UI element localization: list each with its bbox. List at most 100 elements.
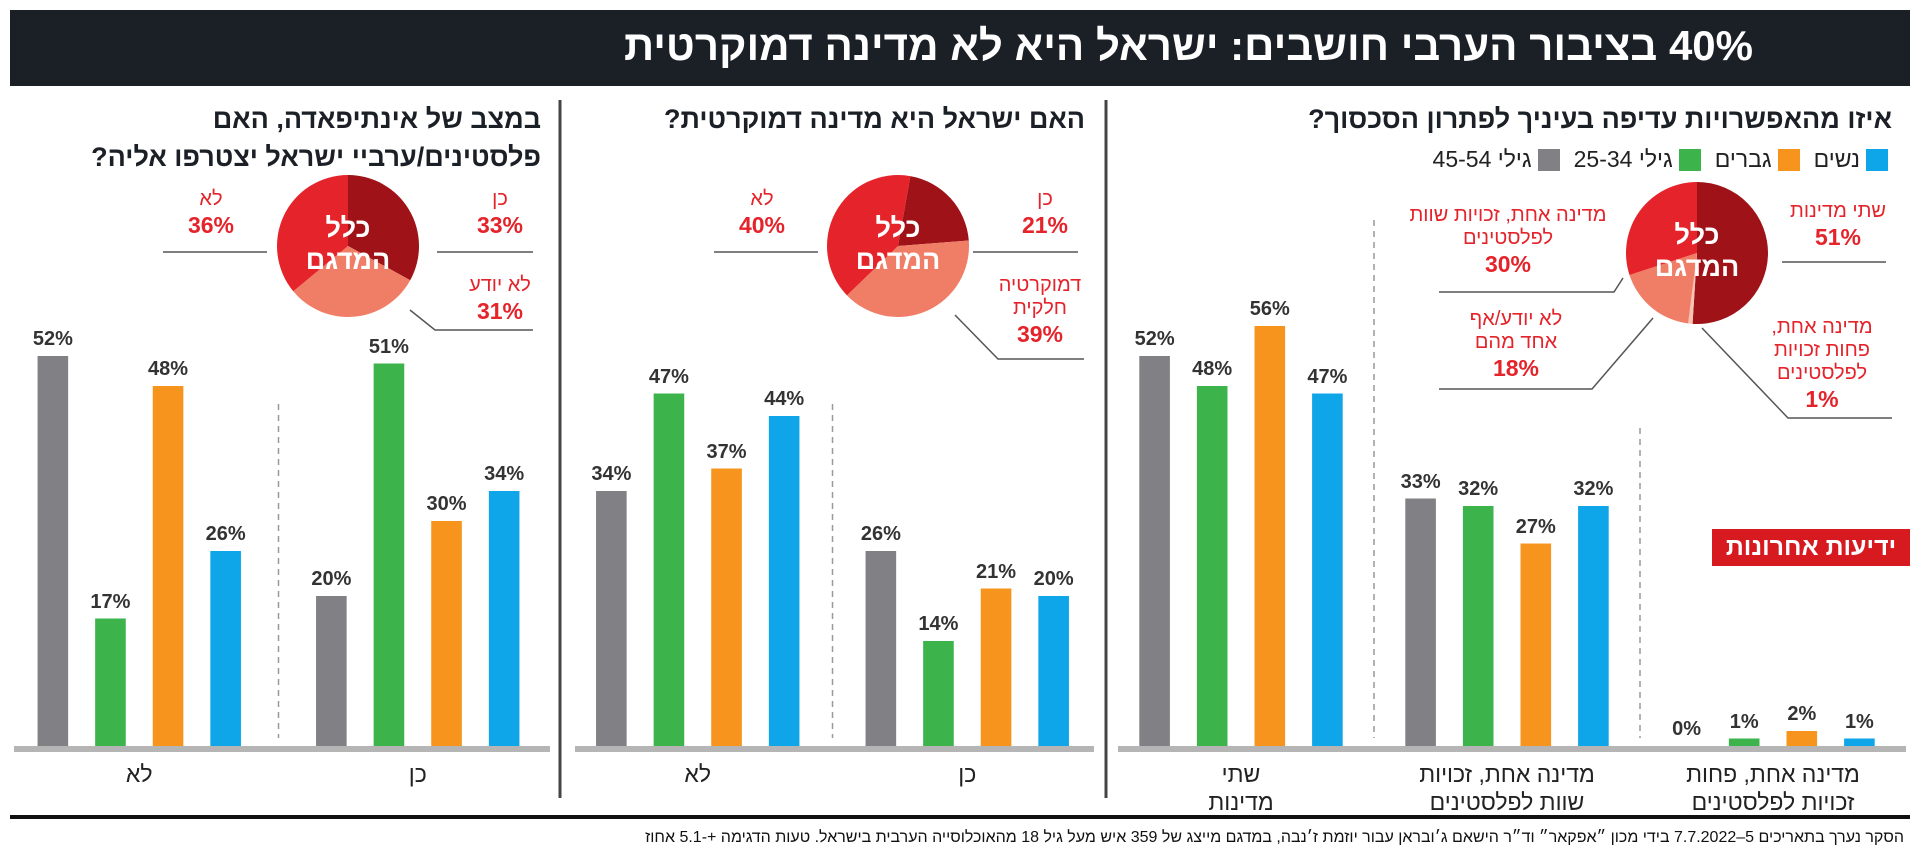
pie-slice [276,175,348,292]
bar-value-label: 30% [426,493,467,515]
pie-slice [1626,182,1697,275]
legend-swatch [1777,148,1800,171]
pie-slice [826,174,911,296]
bar [1312,393,1343,746]
bar [1038,596,1069,746]
bar-value-label: 1% [1729,710,1759,733]
bar-value-label: 56% [1249,298,1290,320]
bar-value-label: 48% [1192,358,1233,380]
pie-slice-name: לא [750,188,774,210]
bar [980,588,1012,746]
title-bar: 40% בציבור הערבי חושבים: ישראל היא לא מד… [10,10,1910,86]
bar [210,551,241,746]
pie-slice-value: 39% [1016,321,1064,347]
bar [1578,506,1609,746]
chart-title: איזו מהאפשרויות עדיפה בעיניך לפתרון הסכס… [1308,104,1892,134]
bar [488,491,520,746]
bar [711,468,742,746]
pie-label: מדינה אחת, פחות זכויות לפלסטינים 1% [1762,316,1882,413]
bar [95,618,126,746]
bar-value-label: 47% [648,365,689,388]
legend-swatch [1537,148,1560,171]
legend-item: גילי 45-54 [1433,146,1560,173]
bar [1405,498,1436,746]
bar [1462,506,1494,746]
pie-label: לא יודע 31% [450,274,550,325]
bar-value-label: 0% [1672,718,1702,740]
bar [653,393,685,746]
bar-value-label: 20% [311,568,352,590]
pie-slice-name: כן [1037,188,1053,210]
legend-label: גברים [1714,146,1772,172]
pie-slice-value: 40% [738,212,786,238]
pie-slice-name: כן [492,188,508,210]
pie-label: דמוקרטיה חלקית 39% [985,274,1095,348]
pie-slice-value: 33% [476,212,524,238]
bar-value-label: 37% [706,440,747,463]
pie-slice-value: 30% [1484,251,1532,277]
bar-value-label: 32% [1458,478,1499,500]
bar [1844,738,1875,746]
bar [1728,738,1760,746]
legend-label: גילי 25-34 [1573,146,1673,172]
leader-line [409,309,533,331]
bar-value-label: 44% [764,388,805,410]
main-title: 40% בציבור הערבי חושבים: ישראל היא לא מד… [623,22,1753,69]
legend-item: נשים [1814,146,1888,173]
pie-slice-value: 18% [1492,355,1540,381]
bar-value-label: 33% [1400,470,1441,493]
pie-slice-name: לא [199,188,223,210]
pie-slice [1688,253,1697,324]
bar [152,386,184,746]
bar-value-label: 52% [1134,328,1175,350]
pie-label: שתי מדינות 51% [1778,200,1898,251]
leader-line [1439,277,1624,293]
bar-value-label: 51% [368,335,409,358]
pie-slice-value: 31% [476,298,524,324]
category-label: מדינה אחת, פחות זכויות לפלסטינים [1686,761,1860,815]
bar-value-label: 34% [484,463,525,485]
bar [865,551,897,746]
legend-label: נשים [1813,146,1860,172]
pie-center-label: כלל המדגם [305,213,391,275]
pie-slice [1692,182,1768,324]
bar [768,416,800,746]
category-label: מדינה אחת, זכויות שוות לפלסטינים [1419,761,1595,815]
bar-value-label: 48% [148,358,189,380]
bar [923,641,954,746]
pie-slice [293,246,411,317]
pie-center-label: כלל המדגם [855,213,941,275]
bar [316,596,347,746]
bar [373,363,405,746]
footer-rule [10,815,1910,819]
bar [1786,731,1818,746]
pie-slice [348,175,419,281]
pie-slice [1629,253,1697,324]
pie-label: לא 36% [161,188,261,239]
chart-title: במצב של אינתיפאדה, האם פלסטינים/ערביי יש… [91,104,541,172]
category-label: כן [408,761,427,787]
pie-slice-name: מדינה אחת, זכויות שוות לפלסטינים [1409,204,1607,249]
pie-slice-name: שתי מדינות [1790,200,1886,222]
bar [1520,543,1552,746]
pie-label: לא יודע/אף אחד מהם 18% [1456,308,1576,382]
pie-center-label: כלל המדגם [1654,220,1740,282]
bar [1254,326,1286,746]
bar [1139,356,1170,746]
pie-slice-value: 36% [187,212,235,238]
pie-slice-name: מדינה אחת, פחות זכויות לפלסטינים [1771,316,1873,384]
legend-item: גילי 25-34 [1574,146,1701,173]
leader-line [1439,317,1654,390]
footer-note: הסקר נערך בתאריכים 5–7.7.2022 בידי מכון … [645,829,1904,846]
chart-title: האם ישראל היא מדינה דמוקרטית? [664,104,1085,134]
bar-value-label: 14% [918,613,959,635]
bar-value-label: 20% [1033,568,1074,590]
pie-label: כן 33% [450,188,550,239]
bar-value-label: 32% [1573,478,1614,500]
category-label: כן [958,761,977,787]
pie-slice-name: לא יודע/אף אחד מהם [1469,308,1563,353]
legend-item: גברים [1715,146,1800,173]
pie-slice-value: 51% [1814,224,1862,250]
pie-slice [898,176,969,246]
